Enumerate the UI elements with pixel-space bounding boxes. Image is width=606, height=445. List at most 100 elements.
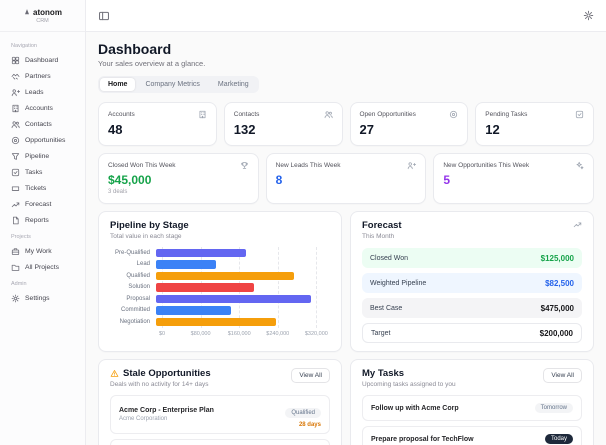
- chart-gridline: [316, 247, 318, 328]
- task-name: Prepare proposal for TechFlow: [371, 435, 474, 443]
- chart-bar-track: [156, 271, 326, 280]
- chart-bars: Pre-Qualified Lead Qualified Solution Propos…: [110, 247, 330, 328]
- sidebar-item-label: Opportunities: [25, 136, 66, 144]
- sidebar-item-partners[interactable]: Partners: [9, 68, 76, 84]
- forecast-row-best-case: Best Case $475,000: [362, 298, 582, 318]
- sidebar-item-dashboard[interactable]: Dashboard: [9, 52, 76, 68]
- forecast-subtitle: This Month: [362, 233, 395, 240]
- brand: atonom CRM: [0, 0, 85, 32]
- stat-label: Contacts: [233, 111, 260, 118]
- sidebar-item-pipeline[interactable]: Pipeline: [9, 148, 76, 164]
- users-icon: [11, 120, 20, 129]
- chart-title: Pipeline by Stage: [110, 220, 189, 231]
- file-icon: [11, 216, 20, 225]
- nav-section-label: Navigation: [11, 43, 37, 49]
- sidebar-item-contacts[interactable]: Contacts: [9, 116, 76, 132]
- sidebar-item-forecast[interactable]: Forecast: [9, 196, 76, 212]
- folder-icon: [11, 263, 20, 272]
- days-stale: 28 days: [298, 422, 321, 428]
- sidebar-item-settings[interactable]: Settings: [9, 290, 76, 306]
- brand-name: atonom: [33, 7, 62, 17]
- sidebar-item-label: My Work: [25, 247, 52, 255]
- my-tasks-card: My Tasks Upcoming tasks assigned to you …: [350, 359, 594, 445]
- forecast-label: Closed Won: [370, 254, 409, 262]
- forecast-row-weighted-pipeline: Weighted Pipeline $82,500: [362, 273, 582, 293]
- highlight-card-closed-won: Closed Won This Week $45,000 3 deals: [98, 153, 259, 204]
- opportunity-company: Acme Corporation: [119, 416, 168, 422]
- sidebar-item-my-work[interactable]: My Work: [9, 243, 76, 259]
- topbar: [86, 0, 606, 32]
- sidebar-item-tasks[interactable]: Tasks: [9, 164, 76, 180]
- forecast-card: Forecast This Month Closed Won $125,000 W…: [350, 211, 594, 352]
- trend-up-icon: [573, 220, 582, 229]
- page-subtitle: Your sales overview at a glance.: [98, 59, 206, 68]
- grid-icon: [11, 56, 20, 65]
- stat-label: Closed Won This Week: [108, 162, 176, 169]
- highlight-card-new-leads: New Leads This Week 8: [265, 153, 427, 204]
- tab-bar: Home Company Metrics Marketing: [98, 76, 259, 93]
- chart-bar: [156, 317, 276, 326]
- sidebar-toggle-icon[interactable]: [98, 10, 110, 22]
- gear-icon: [11, 294, 20, 303]
- stat-value: 48: [108, 122, 123, 137]
- warning-icon: [110, 369, 119, 378]
- stat-card-contacts: Contacts 132: [223, 102, 343, 146]
- stage-badge: Qualified: [285, 408, 321, 418]
- stat-value: 27: [359, 122, 374, 137]
- funnel-icon: [11, 152, 20, 161]
- sidebar-item-all-projects[interactable]: All Projects: [9, 259, 76, 275]
- stat-cards-row: Accounts 48 Contacts 132 Open Opportunit…: [98, 102, 594, 146]
- forecast-label: Weighted Pipeline: [370, 279, 427, 287]
- sidebar-item-label: Reports: [25, 216, 49, 224]
- stale-item[interactable]: TechFlow - Platform LicenseTechFlow Solu…: [110, 439, 330, 445]
- sidebar-item-leads[interactable]: Leads: [9, 84, 76, 100]
- sidebar-item-tickets[interactable]: Tickets: [9, 180, 76, 196]
- ticket-icon: [11, 184, 20, 193]
- target-icon: [11, 136, 20, 145]
- tab-home[interactable]: Home: [100, 78, 136, 91]
- chart-bar: [156, 294, 311, 303]
- chart-x-tick-label: $320,000: [304, 330, 328, 337]
- stat-label: Pending Tasks: [485, 111, 528, 118]
- sidebar-item-reports[interactable]: Reports: [9, 212, 76, 228]
- bar-chart: Pre-Qualified Lead Qualified Solution Propos…: [110, 247, 330, 339]
- users-icon: [324, 110, 333, 119]
- due-badge: Tomorrow: [534, 403, 573, 413]
- tab-company-metrics[interactable]: Company Metrics: [145, 81, 200, 88]
- sidebar-item-label: Dashboard: [25, 56, 59, 64]
- highlight-card-new-opportunities: New Opportunities This Week 5: [433, 153, 594, 204]
- stale-item[interactable]: Acme Corp - Enterprise Plan Acme Corporat…: [110, 395, 330, 434]
- task-item[interactable]: Follow up with Acme Corp Tomorrow: [362, 395, 582, 421]
- lists-row: Stale Opportunities Deals with no activi…: [98, 359, 594, 445]
- chart-bar: [156, 248, 246, 257]
- chart-x-tick-label: $240,000: [266, 330, 290, 337]
- settings-icon[interactable]: [583, 10, 594, 21]
- chart-category-label: Qualified: [126, 272, 150, 279]
- sidebar-nav: Navigation Dashboard Partners Leads Acco…: [0, 32, 85, 311]
- tab-marketing[interactable]: Marketing: [217, 81, 249, 88]
- building-icon: [11, 104, 20, 113]
- chart-category-label: Pre-Qualified: [114, 249, 150, 256]
- sidebar-item-label: Tickets: [25, 184, 47, 192]
- sidebar-item-label: Contacts: [25, 120, 52, 128]
- stale-list: Acme Corp - Enterprise Plan Acme Corporat…: [110, 395, 330, 445]
- sidebar-item-label: Pipeline: [25, 152, 50, 160]
- trend-up-icon: [11, 200, 20, 209]
- highlight-cards-row: Closed Won This Week $45,000 3 deals New…: [98, 153, 594, 204]
- target-icon: [449, 110, 458, 119]
- opportunity-name: Acme Corp - Enterprise Plan: [119, 407, 214, 414]
- stat-label: Open Opportunities: [359, 111, 416, 118]
- view-all-button[interactable]: View All: [543, 368, 582, 383]
- sidebar-item-opportunities[interactable]: Opportunities: [9, 132, 76, 148]
- check-square-icon: [11, 168, 20, 177]
- view-all-button[interactable]: View All: [291, 368, 330, 383]
- sidebar-item-label: Forecast: [25, 200, 52, 208]
- forecast-title: Forecast: [362, 220, 402, 231]
- trophy-icon: [240, 161, 249, 170]
- stat-subtext: 3 deals: [108, 189, 128, 195]
- forecast-value: $200,000: [539, 328, 573, 338]
- tasks-subtitle: Upcoming tasks assigned to you: [362, 381, 456, 388]
- sidebar-item-accounts[interactable]: Accounts: [9, 100, 76, 116]
- task-item[interactable]: Prepare proposal for TechFlow Today: [362, 426, 582, 445]
